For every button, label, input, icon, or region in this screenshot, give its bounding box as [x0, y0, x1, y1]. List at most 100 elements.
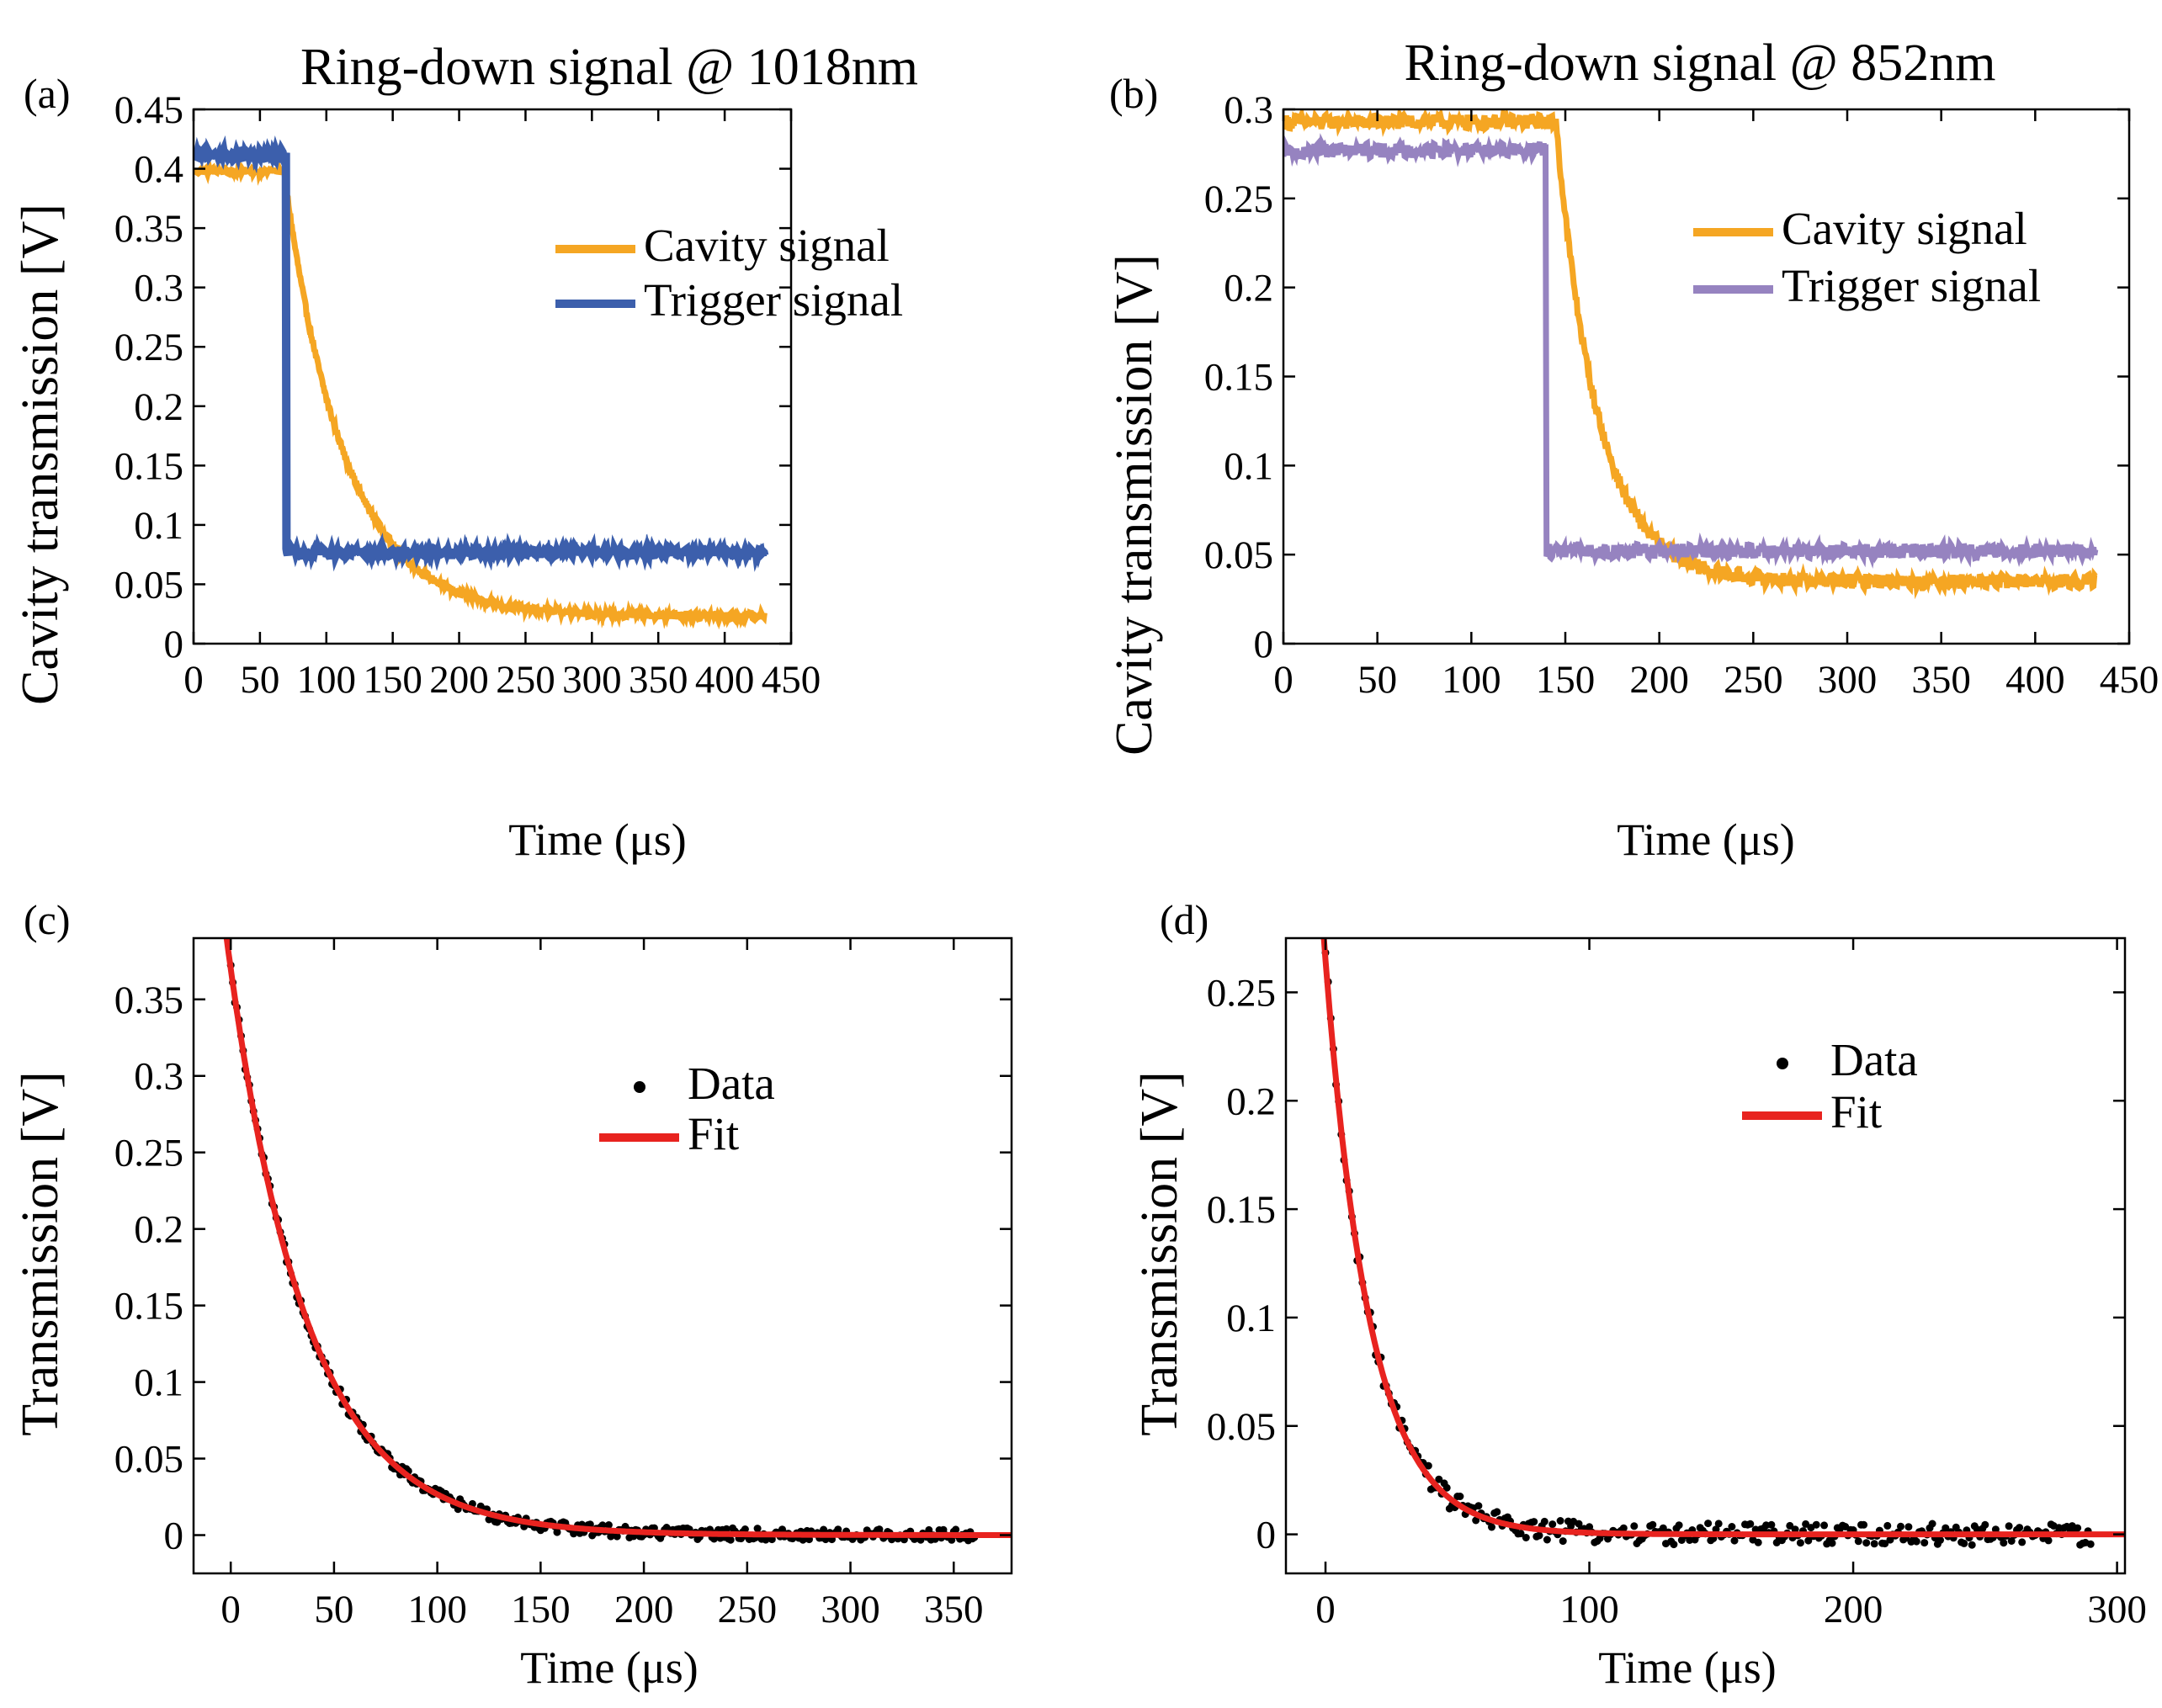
y-axis-label: Cavity transmission [V]: [1106, 254, 1163, 756]
data-point: [1714, 1520, 1723, 1528]
data-point: [1559, 1537, 1567, 1546]
y-tick-label: 0.15: [114, 1285, 183, 1329]
data-point: [1543, 1536, 1551, 1544]
legend-label: Fit: [1830, 1086, 1882, 1138]
x-axis-label: Time (μs): [520, 1642, 699, 1693]
x-tick-label: 200: [1629, 658, 1689, 702]
data-point: [1535, 1531, 1543, 1540]
data-point: [2000, 1539, 2008, 1547]
data-point: [1522, 1534, 1530, 1541]
panel-label: (c): [24, 896, 71, 943]
y-tick-label: 0.2: [134, 1208, 183, 1252]
legend-marker: [1777, 1058, 1788, 1069]
x-tick-label: 450: [2100, 658, 2159, 702]
data-point: [952, 1525, 960, 1534]
y-tick-label: 0.05: [1207, 1405, 1276, 1449]
data-point: [726, 1536, 735, 1544]
x-tick-label: 150: [511, 1588, 571, 1631]
x-tick-label: 100: [1559, 1588, 1619, 1631]
x-tick-label: 450: [762, 658, 821, 702]
y-tick-label: 0.1: [1224, 444, 1273, 488]
data-point: [1804, 1536, 1813, 1545]
data-point: [1517, 1530, 1525, 1538]
x-tick-label: 300: [821, 1588, 880, 1631]
panel-label: (b): [1109, 70, 1158, 117]
data-point: [1920, 1539, 1929, 1547]
x-tick-label: 0: [183, 658, 204, 702]
data-point: [1786, 1521, 1794, 1530]
data-point: [710, 1535, 718, 1543]
plot-frame: [192, 108, 793, 645]
y-tick-label: 0.3: [134, 1055, 183, 1099]
y-tick-label: 0.1: [1226, 1297, 1276, 1340]
data-point: [1968, 1541, 1976, 1549]
plot-frame: [1284, 936, 2127, 1575]
y-tick-label: 0.25: [114, 1132, 183, 1175]
x-tick-label: 50: [240, 658, 279, 702]
series-cavity-signal: [1283, 109, 2098, 600]
data-point: [1854, 1537, 1862, 1546]
chart-title: Ring-down signal @ 852nm: [1405, 34, 1996, 92]
data-point: [1442, 1483, 1451, 1492]
x-axis-label: Time (μs): [1598, 1642, 1777, 1693]
x-tick-label: 200: [614, 1588, 674, 1631]
data-point: [2005, 1522, 2013, 1530]
legend-label: Trigger signal: [644, 274, 903, 326]
x-tick-label: 50: [314, 1588, 353, 1631]
x-tick-label: 0: [1273, 658, 1293, 702]
y-tick-label: 0.25: [1207, 971, 1276, 1015]
x-axis-label: Time (μs): [508, 814, 687, 865]
y-tick-label: 0: [164, 1514, 184, 1558]
data-point: [2016, 1524, 2024, 1532]
data-point: [1704, 1520, 1713, 1528]
series-line: [1283, 109, 2098, 600]
y-tick-label: 0: [164, 623, 184, 666]
legend-label: Fit: [688, 1108, 739, 1159]
y-tick-label: 0.05: [114, 563, 183, 607]
y-tick-label: 0.3: [134, 267, 183, 310]
y-tick-label: 0.35: [114, 979, 183, 1022]
data-point: [722, 1525, 730, 1533]
series-data: [226, 961, 979, 1545]
data-point: [1712, 1525, 1720, 1534]
y-tick-label: 0.4: [134, 148, 183, 192]
data-point: [1630, 1522, 1639, 1530]
x-tick-label: 150: [363, 658, 422, 702]
y-tick-label: 0.35: [114, 207, 183, 251]
plot-frame: [192, 936, 1013, 1575]
series-data: [1321, 948, 2095, 1549]
series-line: [194, 135, 769, 572]
x-tick-label: 400: [695, 658, 755, 702]
legend-label: Data: [1830, 1034, 1918, 1085]
chart-panel-4: (d) Time (μs) Transmission [V] 0 100 200 300 0 0…: [1131, 896, 2147, 1693]
data-point: [1904, 1523, 1913, 1531]
panel-label: (d): [1160, 896, 1208, 943]
data-point: [1540, 1517, 1548, 1525]
data-point: [1675, 1521, 1683, 1530]
legend-label: Cavity signal: [1782, 203, 2027, 254]
data-point: [925, 1525, 933, 1534]
data-point: [741, 1525, 749, 1533]
y-tick-label: 0.2: [134, 385, 183, 429]
data-point: [1493, 1508, 1501, 1516]
data-point: [1556, 1517, 1564, 1525]
y-axis-label: Transmission [V]: [12, 1071, 69, 1436]
chart-panel-3: (c) Time (μs) Transmission [V] 0 50 100 150 200…: [12, 896, 1013, 1693]
data-point: [1881, 1540, 1889, 1548]
series-trigger-signal: [1283, 133, 2099, 569]
data-point: [1860, 1520, 1868, 1529]
data-point: [1659, 1524, 1667, 1532]
data-point: [1424, 1461, 1432, 1470]
data-point: [1828, 1539, 1836, 1547]
data-point: [2044, 1536, 2053, 1545]
data-point: [2055, 1524, 2064, 1532]
x-tick-label: 0: [220, 1588, 241, 1631]
data-point: [820, 1525, 828, 1534]
x-tick-label: 50: [1357, 658, 1397, 702]
data-point: [875, 1525, 884, 1534]
